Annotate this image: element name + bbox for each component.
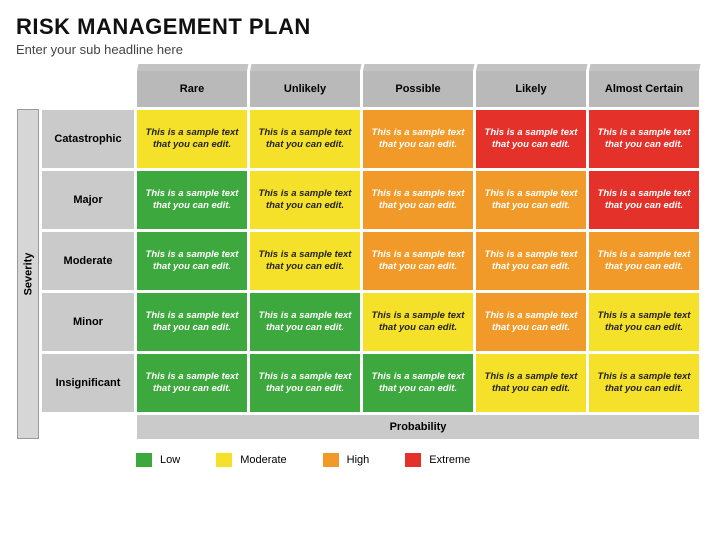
severity-axis-container: Severity — [16, 109, 40, 439]
risk-cell[interactable]: This is a sample text that you can edit. — [476, 110, 586, 168]
legend-swatch — [136, 453, 152, 467]
severity-axis-label: Severity — [22, 253, 34, 296]
severity-header: Minor — [42, 293, 134, 351]
risk-cell[interactable]: This is a sample text that you can edit. — [363, 232, 473, 290]
page-title: RISK MANAGEMENT PLAN — [16, 14, 704, 40]
risk-cell[interactable]: This is a sample text that you can edit. — [137, 232, 247, 290]
risk-cell[interactable]: This is a sample text that you can edit. — [476, 293, 586, 351]
legend-swatch — [216, 453, 232, 467]
severity-header: Moderate — [42, 232, 134, 290]
probability-header: Unlikely — [250, 71, 360, 107]
severity-header: Catastrophic — [42, 110, 134, 168]
risk-cell[interactable]: This is a sample text that you can edit. — [589, 232, 699, 290]
risk-cell[interactable]: This is a sample text that you can edit. — [363, 354, 473, 412]
severity-axis-box: Severity — [17, 109, 39, 439]
matrix-corner-empty — [42, 71, 134, 107]
risk-matrix: Severity RareUnlikelyPossibleLikelyAlmos… — [16, 71, 704, 439]
probability-header: Likely — [476, 71, 586, 107]
page-subtitle[interactable]: Enter your sub headline here — [16, 42, 704, 57]
probability-header: Possible — [363, 71, 473, 107]
risk-cell[interactable]: This is a sample text that you can edit. — [137, 354, 247, 412]
risk-cell[interactable]: This is a sample text that you can edit. — [363, 293, 473, 351]
legend-item: Moderate — [216, 453, 286, 467]
legend-label: Low — [160, 454, 180, 466]
probability-axis-label: Probability — [137, 415, 699, 439]
risk-cell[interactable]: This is a sample text that you can edit. — [250, 171, 360, 229]
probability-header: Rare — [137, 71, 247, 107]
severity-header: Major — [42, 171, 134, 229]
risk-cell[interactable]: This is a sample text that you can edit. — [589, 110, 699, 168]
risk-cell[interactable]: This is a sample text that you can edit. — [476, 171, 586, 229]
risk-cell[interactable]: This is a sample text that you can edit. — [363, 171, 473, 229]
severity-header: Insignificant — [42, 354, 134, 412]
legend-swatch — [323, 453, 339, 467]
probability-header: Almost Certain — [589, 71, 699, 107]
legend-item: Extreme — [405, 453, 470, 467]
legend-swatch — [405, 453, 421, 467]
legend-item: High — [323, 453, 370, 467]
risk-cell[interactable]: This is a sample text that you can edit. — [589, 293, 699, 351]
risk-cell[interactable]: This is a sample text that you can edit. — [476, 354, 586, 412]
risk-cell[interactable]: This is a sample text that you can edit. — [250, 232, 360, 290]
risk-cell[interactable]: This is a sample text that you can edit. — [589, 354, 699, 412]
risk-cell[interactable]: This is a sample text that you can edit. — [137, 293, 247, 351]
legend-item: Low — [136, 453, 180, 467]
risk-cell[interactable]: This is a sample text that you can edit. — [476, 232, 586, 290]
legend-label: High — [347, 454, 370, 466]
risk-cell[interactable]: This is a sample text that you can edit. — [250, 354, 360, 412]
legend-label: Extreme — [429, 454, 470, 466]
matrix-footer-empty — [42, 415, 134, 439]
risk-cell[interactable]: This is a sample text that you can edit. — [137, 110, 247, 168]
risk-cell[interactable]: This is a sample text that you can edit. — [250, 293, 360, 351]
risk-cell[interactable]: This is a sample text that you can edit. — [363, 110, 473, 168]
legend-label: Moderate — [240, 454, 286, 466]
legend: Low Moderate High Extreme — [136, 453, 704, 467]
risk-cell[interactable]: This is a sample text that you can edit. — [137, 171, 247, 229]
risk-cell[interactable]: This is a sample text that you can edit. — [589, 171, 699, 229]
risk-cell[interactable]: This is a sample text that you can edit. — [250, 110, 360, 168]
